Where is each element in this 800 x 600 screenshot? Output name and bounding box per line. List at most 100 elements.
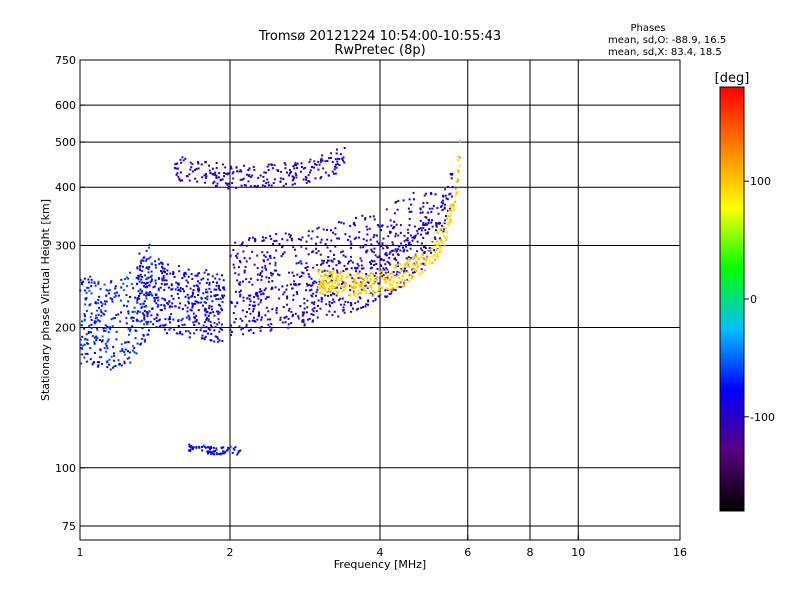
echo-point — [81, 320, 84, 323]
echo-point — [392, 253, 395, 256]
echo-point — [344, 255, 347, 258]
echo-point — [170, 326, 172, 329]
echo-point — [263, 254, 266, 257]
echo-point — [94, 321, 97, 324]
echo-point — [176, 292, 179, 295]
echo-point — [268, 184, 270, 187]
echo-point — [307, 180, 310, 183]
echo-point — [355, 216, 357, 219]
echo-point — [317, 299, 320, 302]
echo-point — [220, 307, 223, 310]
echo-point — [391, 286, 394, 289]
echo-point — [265, 171, 267, 174]
echo-point — [280, 170, 283, 173]
echo-point — [408, 217, 411, 220]
echo-point — [273, 164, 276, 167]
echo-point — [445, 197, 448, 200]
echo-point — [195, 446, 198, 449]
echo-point — [191, 448, 194, 451]
echo-point — [255, 291, 258, 294]
echo-point — [338, 262, 340, 265]
echo-point — [240, 184, 243, 187]
echo-point — [172, 271, 175, 274]
echo-point — [80, 281, 83, 284]
echo-point — [349, 294, 352, 297]
echo-point — [356, 294, 359, 297]
echo-point — [291, 179, 294, 182]
echo-point — [343, 311, 346, 314]
echo-point — [369, 277, 372, 280]
echo-point — [114, 285, 117, 288]
echo-point — [171, 305, 174, 308]
echo-point — [219, 289, 222, 292]
echo-point — [384, 295, 387, 298]
echo-point — [411, 274, 414, 277]
echo-point — [179, 330, 182, 333]
echo-point — [366, 279, 369, 282]
echo-point — [181, 308, 184, 310]
echo-point — [360, 259, 363, 262]
echo-point — [281, 321, 284, 324]
echo-point — [320, 176, 323, 178]
echo-point — [339, 290, 342, 293]
echo-point — [370, 288, 373, 291]
echo-point — [407, 231, 410, 234]
echo-point — [93, 342, 96, 345]
echo-point — [302, 313, 305, 316]
echo-point — [139, 265, 142, 267]
echo-point — [253, 296, 256, 298]
echo-point — [259, 329, 262, 332]
echo-point — [186, 310, 189, 313]
echo-point — [230, 300, 233, 303]
echo-point — [430, 221, 433, 224]
echo-point — [171, 288, 174, 291]
echo-point — [209, 451, 212, 454]
echo-point — [262, 236, 264, 239]
echo-point — [320, 157, 323, 160]
echo-point — [357, 300, 360, 303]
echo-point — [188, 443, 191, 446]
echo-point — [270, 272, 272, 275]
echo-point — [219, 452, 222, 455]
echo-point — [119, 350, 122, 353]
echo-point — [238, 291, 241, 294]
echo-point — [97, 361, 100, 363]
echo-point — [212, 450, 215, 453]
echo-point — [320, 298, 323, 301]
echo-point — [399, 249, 402, 252]
echo-point — [430, 241, 433, 244]
echo-point — [347, 262, 350, 265]
echo-point — [335, 286, 338, 289]
echo-point — [212, 182, 215, 185]
colorbar-tick-label: 0 — [750, 293, 757, 306]
echo-point — [215, 284, 218, 287]
echo-point — [245, 323, 248, 326]
echo-point — [218, 330, 221, 333]
echo-point — [166, 269, 169, 272]
echo-point — [323, 287, 326, 290]
echo-point — [276, 169, 279, 171]
echo-point — [188, 336, 191, 339]
echo-point — [120, 286, 123, 289]
echo-point — [251, 174, 254, 177]
echo-point — [84, 303, 87, 306]
echo-point — [123, 350, 126, 353]
echo-point — [245, 325, 248, 328]
echo-point — [194, 274, 197, 277]
echo-point — [290, 322, 293, 325]
echo-point — [177, 324, 180, 327]
echo-point — [83, 327, 86, 330]
echo-point — [105, 300, 108, 303]
echo-point — [437, 212, 440, 215]
echo-point — [295, 262, 298, 265]
echo-point — [373, 218, 376, 221]
echo-point — [310, 237, 313, 240]
echo-point — [395, 259, 398, 262]
echo-point — [388, 272, 391, 275]
echo-point — [293, 182, 296, 185]
echo-point — [243, 184, 246, 186]
echo-point — [123, 362, 126, 365]
echo-point — [326, 282, 329, 285]
echo-point — [286, 239, 289, 242]
echo-point — [261, 275, 263, 278]
